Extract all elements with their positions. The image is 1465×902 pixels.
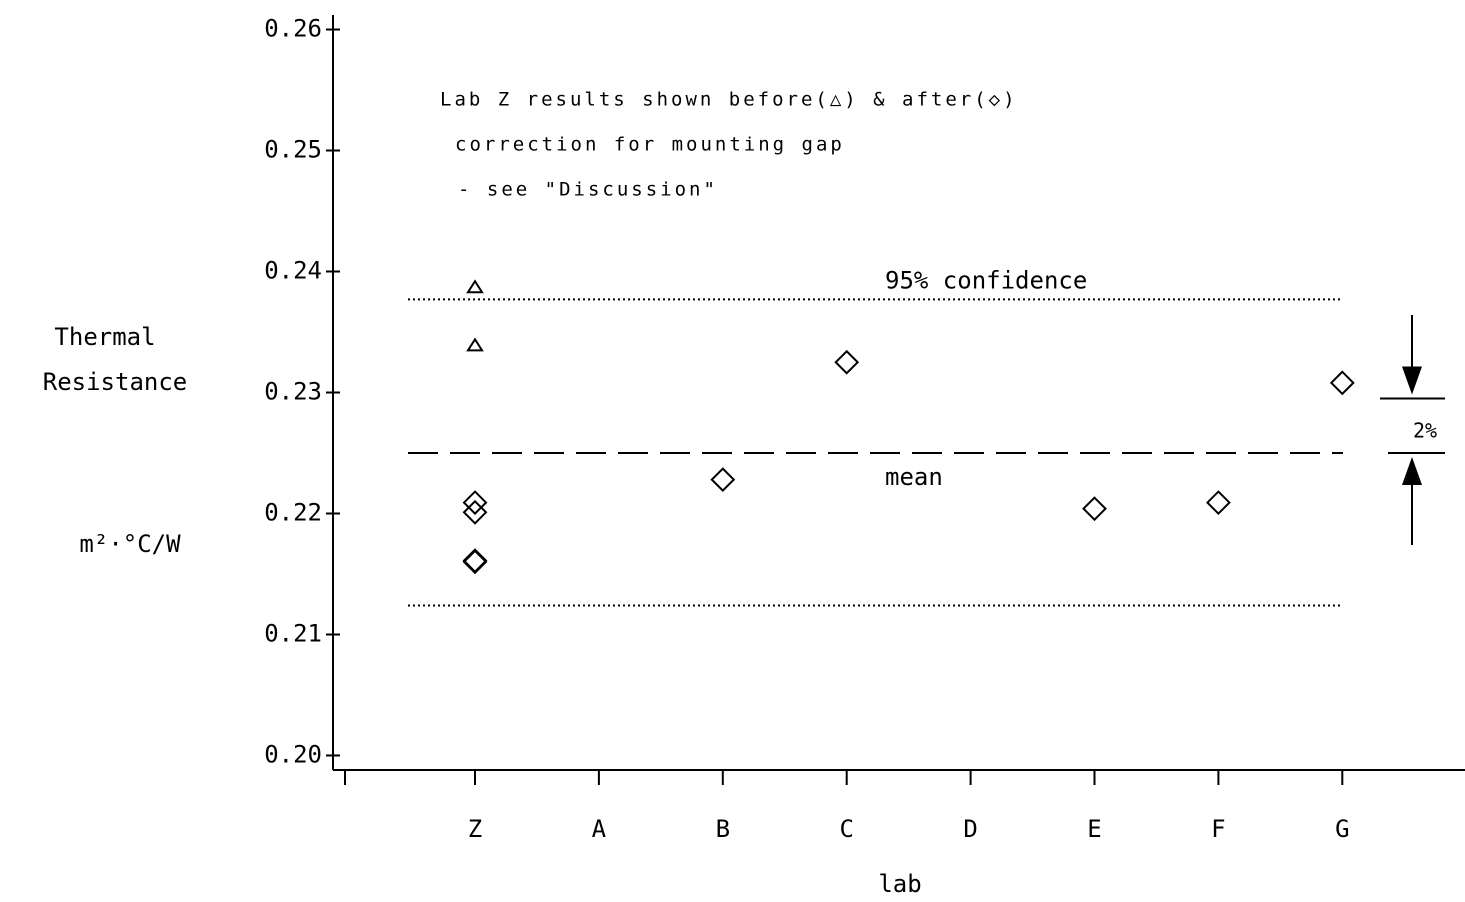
- diamond-point: [462, 499, 488, 525]
- arrow-head: [1402, 366, 1422, 395]
- diamond-point: [462, 548, 488, 574]
- y-tick-label: 0.24: [264, 257, 322, 285]
- annotation: correction for mounting gap: [455, 134, 845, 156]
- x-tick-label: A: [592, 815, 607, 843]
- diamond-point: [1329, 370, 1355, 396]
- x-tick-label: D: [963, 815, 977, 843]
- x-tick-label: B: [716, 815, 730, 843]
- x-tick-label: F: [1211, 815, 1225, 843]
- triangle-point: [466, 337, 484, 352]
- y-label: Thermal: [54, 323, 155, 351]
- reference-label: mean: [885, 463, 943, 491]
- range-label: 2%: [1413, 418, 1437, 442]
- diamond-point: [710, 467, 736, 493]
- x-label: lab: [878, 870, 921, 898]
- y-unit: m²·°C/W: [79, 530, 181, 558]
- diamond-point: [462, 549, 488, 575]
- diamond-point: [834, 349, 860, 375]
- y-tick-label: 0.26: [264, 15, 322, 43]
- y-tick-label: 0.20: [264, 740, 322, 768]
- reference-label: 95% confidence: [885, 266, 1087, 294]
- x-tick-label: E: [1087, 815, 1101, 843]
- triangle-point: [466, 279, 484, 294]
- y-tick-label: 0.21: [264, 619, 322, 647]
- y-tick-label: 0.22: [264, 498, 322, 526]
- y-tick-label: 0.23: [264, 378, 322, 406]
- arrow-head: [1402, 456, 1422, 485]
- y-label: Resistance: [43, 368, 188, 396]
- diamond-point: [462, 490, 488, 516]
- annotation: - see "Discussion": [458, 179, 718, 201]
- diamond-point: [1082, 496, 1107, 522]
- y-tick-label: 0.25: [264, 136, 322, 164]
- x-tick-label: G: [1335, 815, 1349, 843]
- annotation: Lab Z results shown before(△) & after(◇): [440, 89, 1018, 111]
- diamond-point: [1205, 490, 1231, 516]
- x-tick-label: Z: [468, 815, 482, 843]
- x-tick-label: C: [839, 815, 853, 843]
